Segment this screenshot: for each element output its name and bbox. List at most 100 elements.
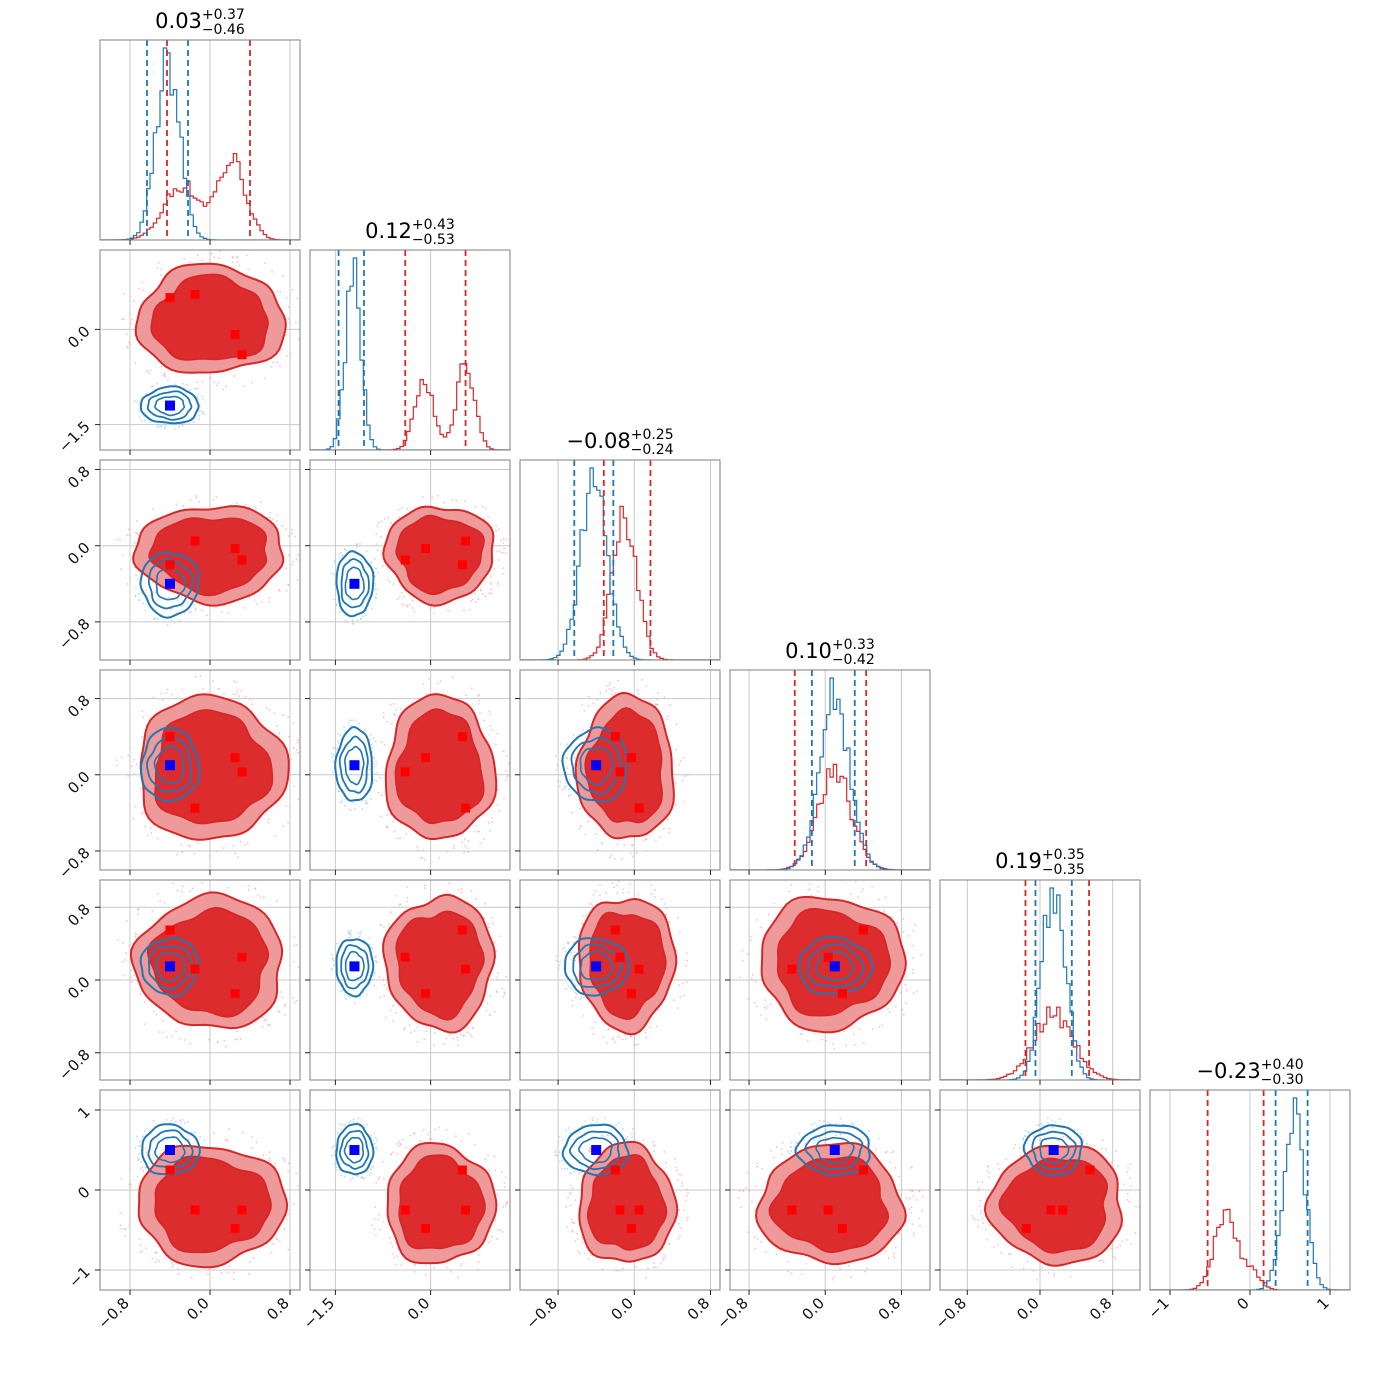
red-sample xyxy=(505,770,508,772)
red-sample xyxy=(403,604,405,606)
blue-sample xyxy=(554,1149,557,1152)
red-sample xyxy=(386,813,389,816)
red-sample xyxy=(594,1021,597,1024)
red-sample xyxy=(756,1005,759,1008)
red-sample xyxy=(236,856,239,859)
blue-contour xyxy=(563,937,631,997)
red-sample xyxy=(373,756,376,759)
blue-sample xyxy=(197,392,200,395)
red-sample xyxy=(228,1265,231,1268)
red-marker xyxy=(634,1205,644,1215)
red-sample xyxy=(484,595,487,598)
red-sample xyxy=(507,762,510,765)
blue-sample xyxy=(188,389,191,391)
red-sample xyxy=(188,261,191,263)
red-sample xyxy=(220,610,223,613)
blue-sample xyxy=(354,719,357,722)
red-sample xyxy=(287,1213,289,1216)
red-sample xyxy=(679,996,682,998)
blue-sample xyxy=(1027,1130,1029,1133)
red-sample xyxy=(493,1155,496,1158)
red-sample xyxy=(434,606,436,609)
red-sample xyxy=(283,1228,285,1231)
red-sample xyxy=(667,715,669,718)
red-sample xyxy=(281,1157,284,1159)
red-sample xyxy=(493,1010,496,1013)
y-tick-label: 0.8 xyxy=(64,900,94,930)
red-sample xyxy=(237,695,240,697)
red-sample xyxy=(1126,1239,1128,1241)
red-sample xyxy=(177,1272,180,1275)
panel-4-4: 0.19+0.35 −0.35 xyxy=(939,847,1141,1085)
red-sample xyxy=(652,1141,655,1144)
red-sample xyxy=(884,896,887,899)
red-sample xyxy=(462,1035,465,1037)
red-sample xyxy=(235,502,238,504)
red-sample xyxy=(663,1253,666,1256)
red-sample xyxy=(443,501,445,504)
red-sample xyxy=(375,780,378,782)
red-sample xyxy=(196,254,199,257)
red-sample xyxy=(406,605,409,608)
red-marker xyxy=(461,803,471,813)
red-sample xyxy=(254,506,257,509)
blue-sample xyxy=(839,1117,842,1120)
x-tick-label: −1 xyxy=(1144,1294,1172,1322)
red-sample xyxy=(566,941,569,944)
red-sample xyxy=(245,254,248,257)
red-sample xyxy=(678,1209,681,1212)
red-sample xyxy=(398,516,401,519)
red-sample xyxy=(617,880,620,883)
red-sample xyxy=(1098,1259,1101,1262)
blue-contour xyxy=(139,936,201,998)
red-sample xyxy=(287,1162,290,1165)
red-sample xyxy=(279,365,281,368)
red-sample xyxy=(126,534,129,537)
red-contour-inner xyxy=(589,911,667,1021)
red-sample xyxy=(390,522,393,524)
red-sample xyxy=(579,807,582,810)
red-sample xyxy=(429,608,432,611)
red-marker xyxy=(190,289,200,299)
red-sample xyxy=(571,1187,574,1190)
red-sample xyxy=(149,594,152,597)
y-tick-label: 0.0 xyxy=(64,768,94,798)
blue-sample xyxy=(559,780,562,783)
blue-sample xyxy=(179,1120,182,1123)
blue-sample xyxy=(133,758,135,761)
blue-sample xyxy=(332,1145,335,1148)
red-sample xyxy=(276,361,279,364)
red-marker xyxy=(1046,1205,1056,1215)
red-sample xyxy=(881,1024,884,1027)
red-sample xyxy=(306,768,308,770)
red-sample xyxy=(433,612,435,615)
blue-sample xyxy=(140,788,142,790)
red-sample xyxy=(445,1128,448,1131)
blue-sample xyxy=(196,395,199,398)
blue-sample xyxy=(556,764,558,767)
blue-histogram xyxy=(520,467,720,660)
x-tick-label: −0.8 xyxy=(522,1294,560,1332)
red-sample xyxy=(976,1180,979,1183)
y-tick-label: −1 xyxy=(65,1263,93,1291)
red-sample xyxy=(614,692,616,695)
red-sample xyxy=(625,1037,627,1040)
red-sample xyxy=(617,679,619,682)
red-sample xyxy=(438,1126,441,1129)
red-sample xyxy=(287,583,290,586)
red-marker xyxy=(837,1223,847,1233)
red-sample xyxy=(808,888,811,891)
red-marker xyxy=(1058,1205,1068,1215)
blue-contour xyxy=(146,390,193,421)
blue-sample xyxy=(370,561,373,564)
red-sample xyxy=(132,817,135,820)
blue-sample xyxy=(786,1150,789,1153)
blue-sample xyxy=(335,787,337,790)
panel-frame xyxy=(99,249,301,451)
blue-sample xyxy=(195,388,198,390)
blue-sample xyxy=(348,936,351,939)
red-sample xyxy=(232,1271,235,1274)
blue-sample xyxy=(376,1148,379,1151)
blue-sample xyxy=(564,788,566,790)
x-tick-label: −0.8 xyxy=(713,1294,751,1332)
